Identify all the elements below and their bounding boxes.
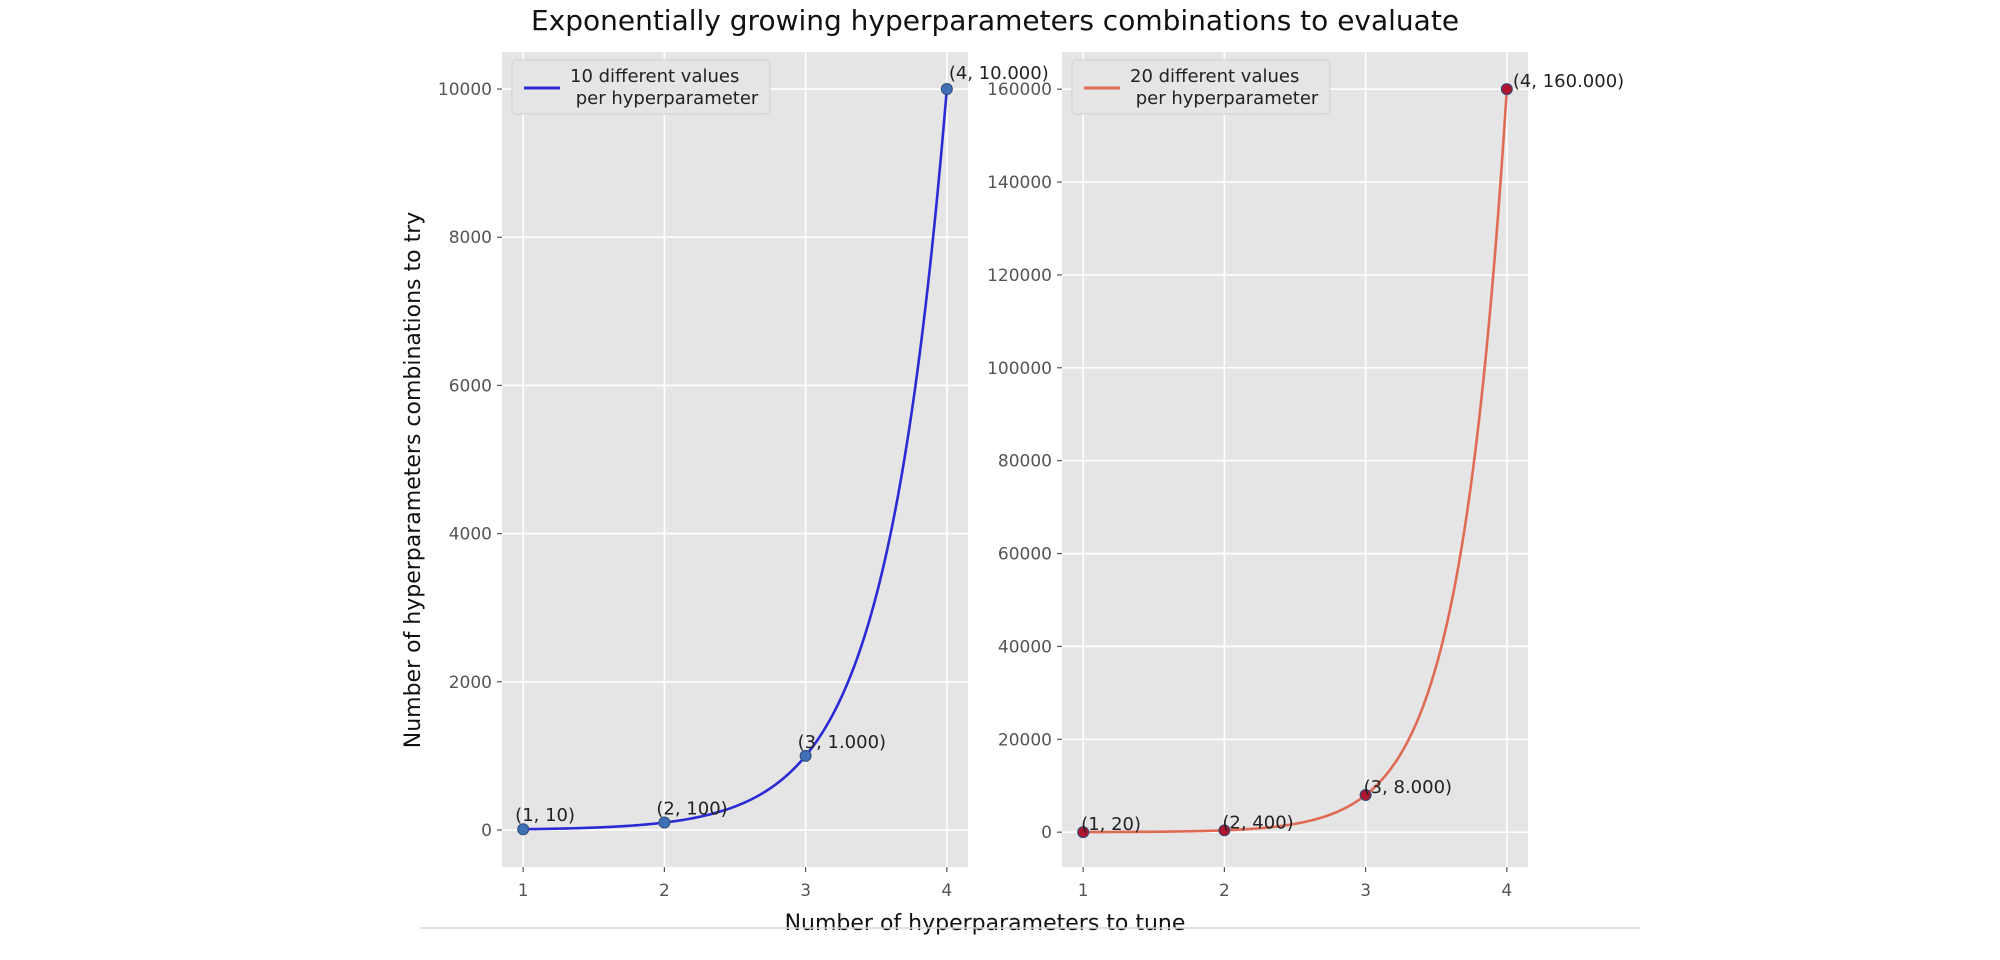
- data-point: [940, 83, 953, 96]
- legend: 20 different values per hyperparameter: [1071, 59, 1331, 115]
- legend-frame: [511, 59, 771, 115]
- y-tick-label: 0: [481, 821, 492, 841]
- y-tick-label: 80000: [998, 452, 1052, 472]
- chart-title: Exponentially growing hyperparameters co…: [531, 4, 1459, 37]
- data-label: (2, 400): [1222, 812, 1293, 833]
- legend-label: 20 different values per hyperparameter: [1130, 66, 1319, 109]
- x-tick-label: 1: [1078, 881, 1089, 901]
- x-tick-label: 4: [941, 881, 952, 901]
- plot-area: [502, 52, 968, 867]
- series-line: [523, 88, 949, 831]
- data-point: [1218, 824, 1231, 837]
- data-label: (4, 10.000): [949, 63, 1049, 84]
- subplots: 0 2000 4000 6000 8000 10000 1 2 3 4 (1, 10) (2, 100…: [438, 52, 1624, 901]
- legend: 10 different values per hyperparameter: [511, 59, 771, 115]
- y-tick-label: 140000: [987, 173, 1052, 193]
- y-tick-label: 8000: [449, 228, 492, 248]
- x-axis-label: Number of hyperparameters to tune: [785, 911, 1186, 936]
- y-tick-label: 10000: [438, 80, 492, 100]
- data-label: (3, 1.000): [798, 732, 886, 753]
- y-axis-label: Number of hyperparameters combinations t…: [401, 212, 426, 749]
- data-point: [658, 816, 671, 829]
- plot-area: [1062, 52, 1528, 867]
- data-label: (4, 160.000): [1513, 71, 1624, 92]
- x-tick-label: 3: [1360, 881, 1371, 901]
- y-tick-label: 160000: [987, 80, 1052, 100]
- subplot-1: 0 2000 4000 6000 8000 10000 1 2 3 4 (1, 10) (2, 100…: [438, 52, 1049, 901]
- data-point: [1359, 789, 1372, 802]
- x-tick-label: 2: [659, 881, 670, 901]
- data-label: (3, 8.000): [1364, 777, 1452, 798]
- y-tick-label: 4000: [449, 525, 492, 545]
- data-label: (1, 20): [1081, 814, 1141, 835]
- y-tick-label: 6000: [449, 376, 492, 396]
- data-label: (1, 10): [515, 805, 575, 826]
- y-tick-label: 2000: [449, 673, 492, 693]
- data-point: [799, 749, 812, 762]
- y-tick-label: 0: [1041, 823, 1052, 843]
- y-tick-label: 100000: [987, 359, 1052, 379]
- x-tick-label: 4: [1501, 881, 1512, 901]
- y-tick-label: 120000: [987, 266, 1052, 286]
- series-line: [1083, 89, 1509, 834]
- x-tick-label: 2: [1219, 881, 1230, 901]
- x-tick-label: 3: [800, 881, 811, 901]
- x-tick-label: 1: [518, 881, 529, 901]
- data-point: [517, 823, 530, 836]
- y-tick-label: 60000: [998, 545, 1052, 565]
- subplot-2: 0 20000 40000 60000 80000 100000 120000 140000 1…: [987, 52, 1624, 901]
- data-label: (2, 100): [656, 799, 727, 820]
- legend-label: 10 different values per hyperparameter: [570, 66, 759, 109]
- data-point: [1077, 826, 1090, 839]
- data-point: [1500, 83, 1513, 96]
- y-tick-label: 40000: [998, 637, 1052, 657]
- legend-frame: [1071, 59, 1331, 115]
- y-tick-label: 20000: [998, 730, 1052, 750]
